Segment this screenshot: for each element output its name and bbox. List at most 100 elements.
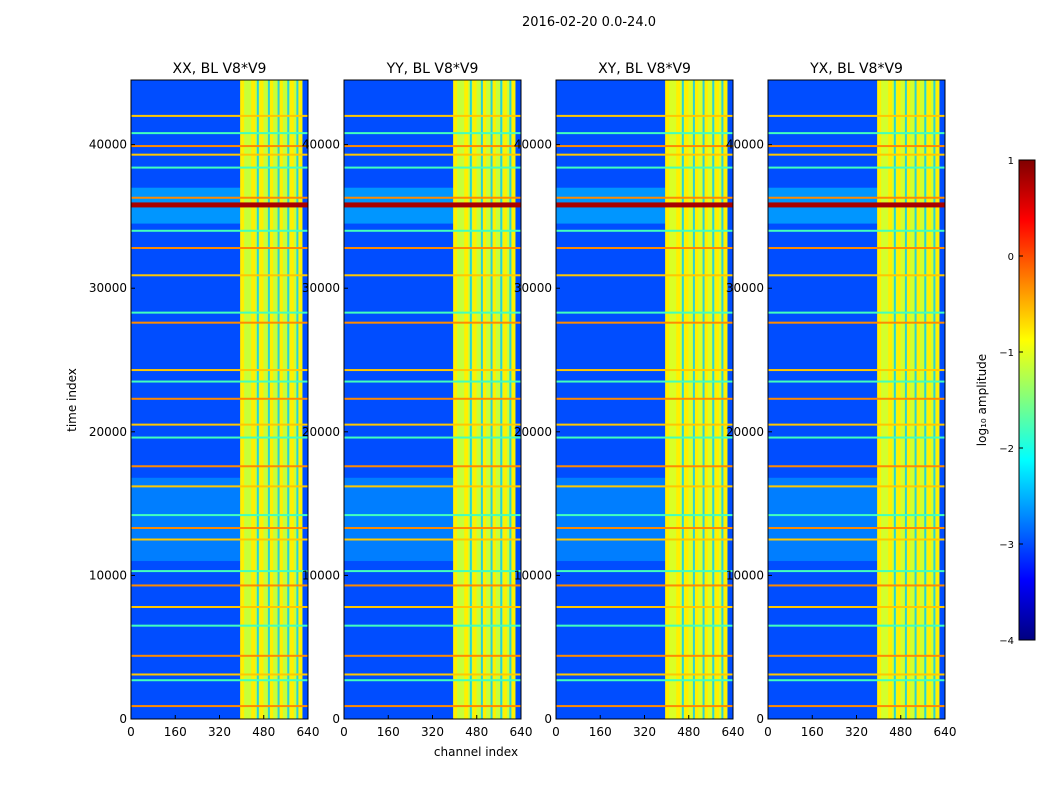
rfi-row [131, 196, 308, 199]
rfi-row [344, 369, 521, 372]
panel-title: XX, BL V8*V9 [173, 61, 267, 77]
rfi-row [344, 654, 521, 657]
x-tick-label: 0 [127, 725, 135, 739]
rfi-row [131, 247, 308, 250]
x-tick-label: 160 [377, 725, 400, 739]
x-tick-label: 320 [633, 725, 656, 739]
x-tick-label: 480 [252, 725, 275, 739]
rfi-row [344, 584, 521, 587]
x-tick-label: 0 [764, 725, 772, 739]
x-tick-label: 0 [552, 725, 560, 739]
rfi-row [556, 229, 733, 232]
rfi-row [768, 311, 945, 314]
rfi-row [768, 369, 945, 372]
rfi-row [556, 380, 733, 383]
rfi-row [344, 705, 521, 708]
rfi-row [344, 153, 521, 156]
rfi-row [556, 436, 733, 439]
rfi-row [768, 527, 945, 530]
x-tick-label: 480 [889, 725, 912, 739]
rfi-row [768, 229, 945, 232]
rfi-row [768, 247, 945, 250]
y-tick-label: 20000 [302, 425, 340, 439]
x-tick-label: 480 [465, 725, 488, 739]
rfi-row [556, 145, 733, 148]
rfi-row [556, 166, 733, 169]
rfi-row [556, 570, 733, 573]
rfi-row [556, 605, 733, 608]
panel-title: XY, BL V8*V9 [598, 61, 691, 77]
rfi-row [768, 132, 945, 135]
rfi-row [556, 397, 733, 400]
y-tick-label: 40000 [89, 138, 127, 152]
heatmap-haze [768, 477, 879, 562]
x-tick-label: 640 [297, 725, 320, 739]
x-tick-label: 640 [510, 725, 533, 739]
saturated-row [556, 202, 733, 208]
rfi-row [768, 673, 945, 676]
y-tick-label: 0 [119, 712, 127, 726]
rfi-row [344, 132, 521, 135]
rfi-row [556, 485, 733, 488]
rfi-row [131, 654, 308, 657]
saturated-row [768, 202, 945, 208]
rfi-row [556, 369, 733, 372]
rfi-row [556, 527, 733, 530]
rfi-row [344, 274, 521, 277]
rfi-row [344, 465, 521, 468]
colorbar-scale [1018, 159, 1036, 641]
colorbar: 1 0 −1 −2 −3 −4 [999, 156, 1036, 647]
rfi-row [344, 624, 521, 627]
x-tick-label: 640 [722, 725, 745, 739]
rfi-row [768, 538, 945, 541]
rfi-row [344, 397, 521, 400]
heatmap-haze [556, 477, 667, 562]
rfi-row [344, 679, 521, 682]
x-tick-label: 480 [677, 725, 700, 739]
rfi-row [344, 229, 521, 232]
y-tick-label: 30000 [514, 281, 552, 295]
rfi-row [768, 570, 945, 573]
rfi-row [768, 485, 945, 488]
rfi-row [131, 527, 308, 530]
y-tick-label: 10000 [89, 568, 127, 582]
rfi-row [556, 654, 733, 657]
rfi-row [556, 311, 733, 314]
rfi-row [131, 679, 308, 682]
rfi-row [131, 145, 308, 148]
colorbar-tick-label: −2 [999, 444, 1014, 455]
rfi-row [768, 166, 945, 169]
rfi-row [344, 311, 521, 314]
y-tick-label: 0 [332, 712, 340, 726]
rfi-row [556, 673, 733, 676]
y-tick-label: 0 [544, 712, 552, 726]
rfi-row [556, 679, 733, 682]
rfi-row [556, 196, 733, 199]
y-tick-label: 20000 [514, 425, 552, 439]
rfi-row [768, 514, 945, 517]
rfi-row [556, 514, 733, 517]
x-tick-label: 160 [589, 725, 612, 739]
rfi-row [131, 514, 308, 517]
y-tick-label: 0 [756, 712, 764, 726]
rfi-row [556, 705, 733, 708]
rfi-row [556, 274, 733, 277]
y-tick-label: 10000 [302, 568, 340, 582]
rfi-row [344, 423, 521, 426]
rfi-row [344, 527, 521, 530]
colorbar-tick-label: −3 [999, 540, 1014, 551]
rfi-row [556, 624, 733, 627]
rfi-row [768, 114, 945, 117]
rfi-row [131, 705, 308, 708]
rfi-row [131, 605, 308, 608]
rfi-row [344, 321, 521, 324]
panel-2: YY, BL V8*V9 0 160 320 480 640 0 10000 20000 3000… [302, 61, 533, 739]
rfi-row [344, 514, 521, 517]
panel-4: YX, BL V8*V9 0 160 320 480 640 0 10000 20000 3000… [726, 61, 957, 739]
x-tick-label: 160 [801, 725, 824, 739]
y-tick-label: 40000 [514, 138, 552, 152]
rfi-row [344, 145, 521, 148]
y-tick-label: 40000 [726, 138, 764, 152]
rfi-row [344, 380, 521, 383]
